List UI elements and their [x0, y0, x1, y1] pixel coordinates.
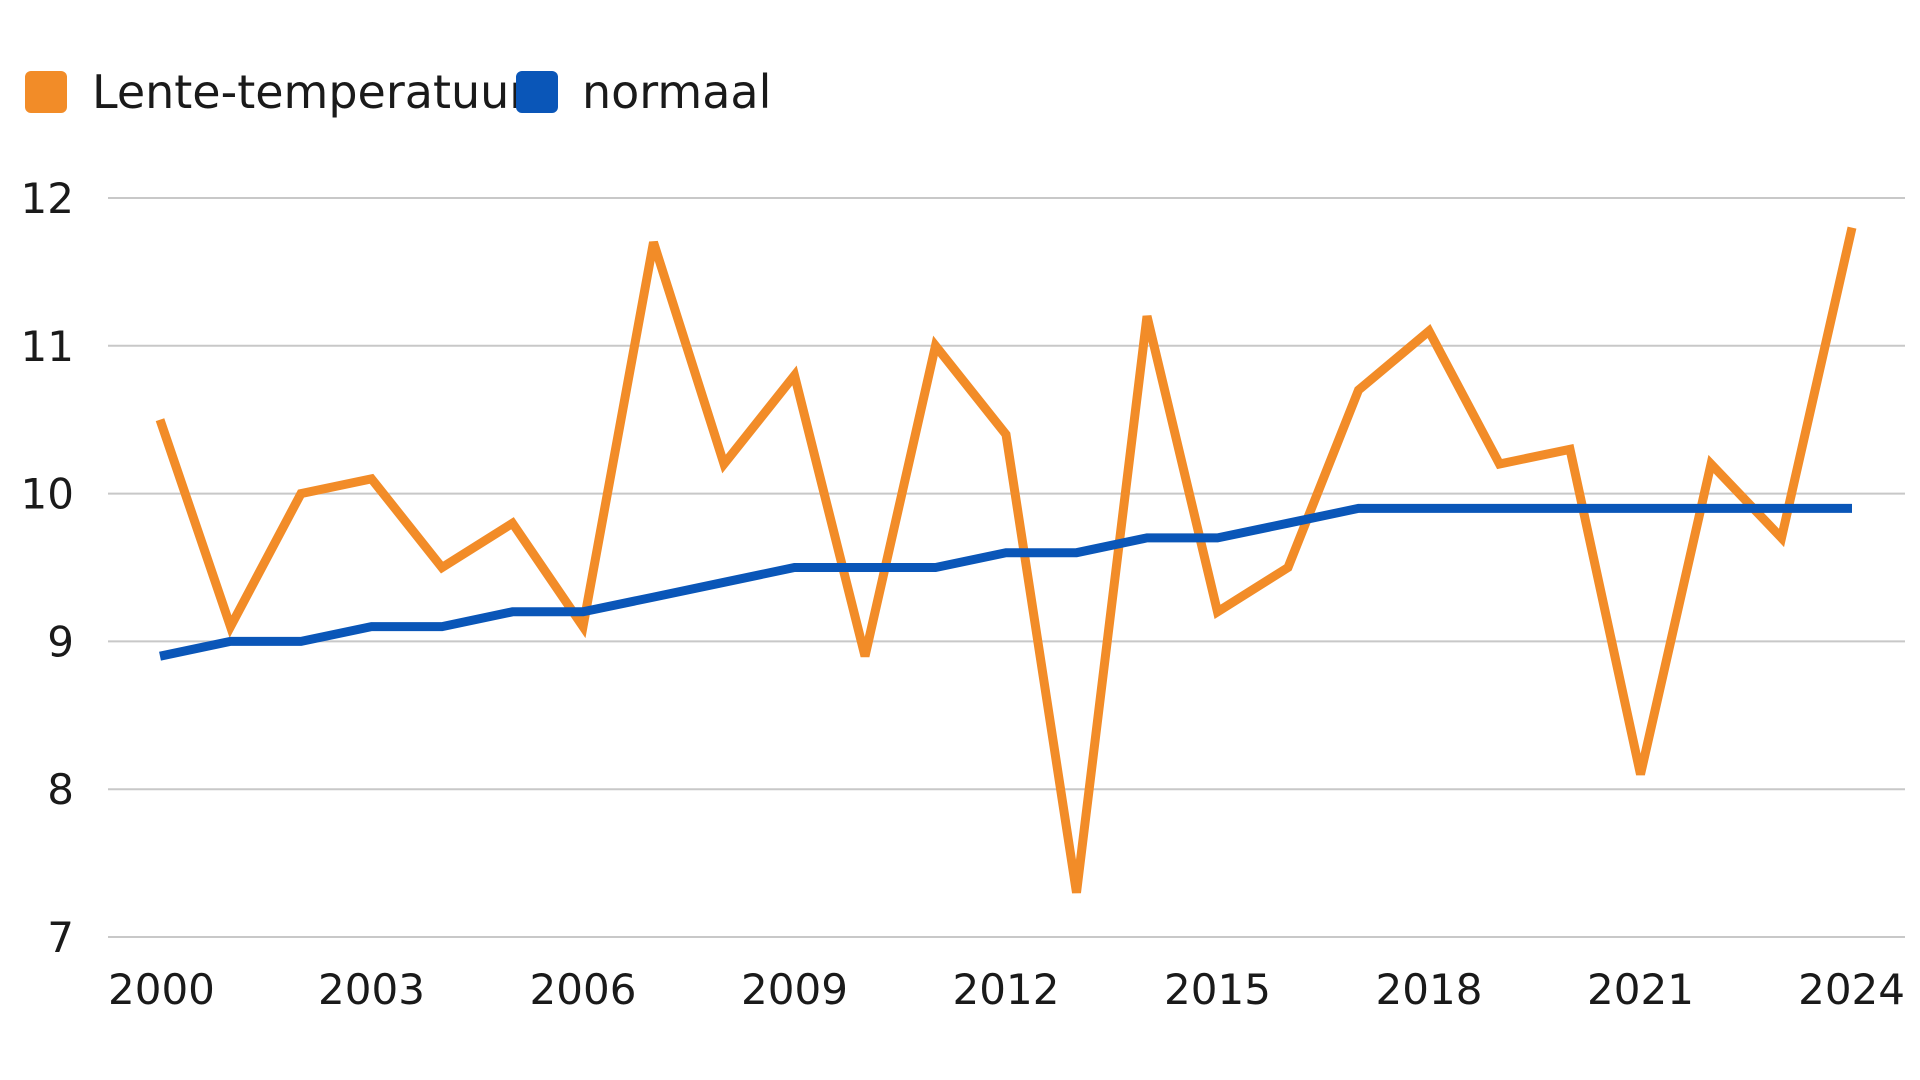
y-tick-label: 12 — [21, 174, 74, 223]
gridlines — [108, 197, 1905, 938]
legend-label: Lente-temperatuur — [92, 65, 528, 119]
y-axis-ticks: 7 8 9 10 11 12 — [21, 174, 74, 962]
legend: Lente-temperatuur normaal — [25, 65, 771, 119]
series-lines — [155, 226, 1857, 894]
x-axis-ticks: 2000 2003 2006 2009 2012 2015 2018 2021 2024 — [108, 965, 1905, 1014]
x-tick-label: 2015 — [1164, 965, 1271, 1014]
x-tick-label: 2000 — [108, 965, 215, 1014]
x-tick-label: 2006 — [530, 965, 637, 1014]
legend-swatch — [516, 71, 558, 113]
y-tick-label: 9 — [47, 617, 74, 666]
y-tick-label: 11 — [21, 322, 74, 371]
series-line-0 — [155, 226, 1857, 894]
x-tick-label: 2024 — [1798, 965, 1905, 1014]
legend-swatch — [25, 71, 67, 113]
y-tick-label: 8 — [47, 765, 74, 814]
legend-label: normaal — [582, 65, 771, 119]
x-tick-label: 2012 — [953, 965, 1060, 1014]
x-tick-label: 2021 — [1587, 965, 1694, 1014]
y-tick-label: 7 — [47, 913, 74, 962]
x-tick-label: 2018 — [1376, 965, 1483, 1014]
x-tick-label: 2003 — [318, 965, 425, 1014]
series-line-1 — [159, 503, 1852, 661]
y-tick-label: 10 — [21, 470, 74, 519]
x-tick-label: 2009 — [741, 965, 848, 1014]
